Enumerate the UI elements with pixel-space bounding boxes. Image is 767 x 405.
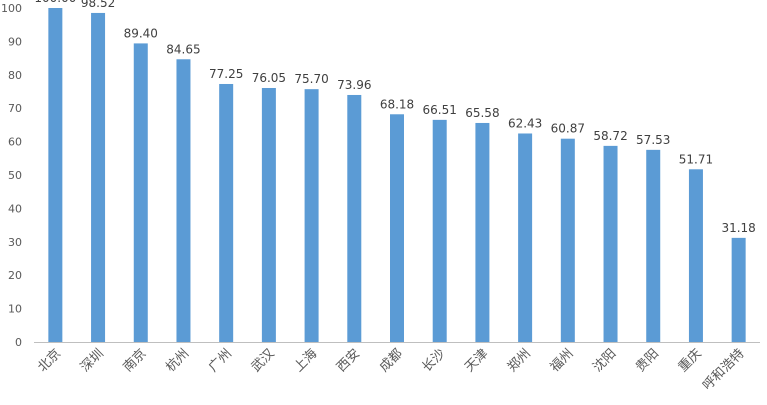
- data-label: 100.00: [34, 0, 76, 5]
- data-label: 84.65: [166, 42, 200, 56]
- data-label: 66.51: [423, 103, 457, 117]
- data-label: 51.71: [679, 152, 713, 166]
- bar: [731, 237, 746, 342]
- y-tick-label: 70: [8, 102, 22, 115]
- data-label: 68.18: [380, 97, 414, 111]
- y-tick-label: 100: [1, 2, 22, 15]
- y-tick-label: 10: [8, 303, 22, 316]
- bar: [646, 149, 661, 342]
- bar: [688, 169, 703, 342]
- data-label: 65.58: [465, 106, 499, 120]
- data-label: 58.72: [593, 129, 627, 143]
- bar: [176, 59, 191, 342]
- bar: [91, 12, 106, 342]
- bar: [304, 89, 319, 342]
- data-label: 89.40: [124, 26, 158, 40]
- bar: [219, 83, 234, 343]
- data-label: 57.53: [636, 133, 670, 147]
- category-label: 长沙: [420, 346, 449, 375]
- data-label: 31.18: [721, 221, 755, 235]
- y-tick-label: 80: [8, 69, 22, 82]
- bar: [133, 43, 148, 343]
- category-label: 贵阳: [633, 346, 662, 375]
- category-label: 重庆: [675, 346, 705, 376]
- data-label: 75.70: [294, 72, 328, 86]
- category-label: 沈阳: [590, 346, 619, 375]
- category-label: 西安: [334, 346, 363, 375]
- category-label: 郑州: [505, 346, 534, 375]
- bar: [347, 94, 362, 342]
- data-label: 60.87: [551, 122, 585, 136]
- y-tick-label: 20: [8, 269, 22, 282]
- data-label: 98.52: [81, 0, 115, 10]
- bar: [261, 87, 276, 342]
- bars: 100.00 98.52 89.40 84.65 77.25 76.05 75.70 73.9…: [34, 0, 756, 343]
- bar: [432, 119, 447, 342]
- bar: [518, 133, 533, 342]
- y-tick-label: 90: [8, 35, 22, 48]
- data-label: 77.25: [209, 67, 243, 81]
- bar: [475, 122, 490, 342]
- bar: [603, 145, 618, 342]
- category-label: 南京: [120, 346, 150, 376]
- category-label: 北京: [35, 346, 64, 375]
- bar: [48, 8, 63, 342]
- y-tick-label: 40: [8, 202, 22, 215]
- y-tick-label: 60: [8, 136, 22, 149]
- category-label: 呼和浩特: [700, 346, 747, 393]
- data-label: 76.05: [252, 71, 286, 85]
- bar: [560, 138, 575, 342]
- category-label: 广州: [206, 346, 235, 375]
- category-label: 深圳: [78, 346, 107, 375]
- bar: [390, 114, 404, 342]
- data-label: 62.43: [508, 116, 542, 130]
- y-tick-label: 50: [8, 169, 22, 182]
- category-label: 天津: [462, 346, 491, 375]
- y-tick-label: 30: [8, 236, 22, 249]
- category-label: 成都: [377, 346, 406, 375]
- category-label: 上海: [291, 346, 320, 375]
- category-label: 武汉: [249, 346, 278, 375]
- data-label: 73.96: [337, 78, 371, 92]
- category-label: 福州: [548, 346, 577, 375]
- y-axis: 0 10 20 30 40 50 60 70 80 90 100: [1, 2, 22, 349]
- y-tick-label: 0: [15, 336, 22, 349]
- category-label: 杭州: [163, 346, 192, 375]
